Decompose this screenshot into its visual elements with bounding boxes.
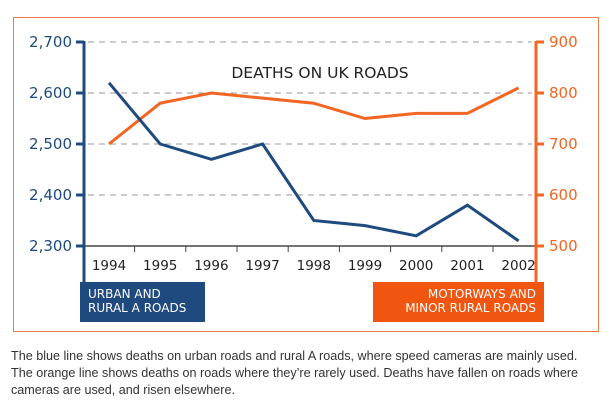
legend-motorways-minor-rural-roads: MOTORWAYS AND MINOR RURAL ROADS (373, 282, 544, 322)
right-tick-label: 600 (549, 186, 578, 204)
right-tick-label: 700 (549, 135, 578, 153)
left-tick-label: 2,300 (29, 237, 72, 255)
legend-label-line2: RURAL A ROADS (88, 301, 187, 315)
x-axis: 1994 1995 1996 1997 1998 1999 2000 2001 2002 (84, 245, 536, 274)
x-tick-label: 1995 (143, 258, 177, 274)
legend-label-line1: URBAN AND (88, 287, 161, 301)
chart-title: DEATHS ON UK ROADS (231, 64, 408, 82)
x-tick-label: 2001 (450, 258, 484, 274)
x-tick-label: 1997 (245, 258, 279, 274)
left-y-axis: 2,300 2,400 2,500 2,600 2,700 (29, 33, 86, 320)
series-line-motorways-minor-rural-roads (108, 86, 520, 146)
series-lines (107, 81, 520, 243)
left-tick-label: 2,600 (29, 84, 72, 102)
right-tick-label: 500 (549, 237, 578, 255)
right-tick-label: 800 (549, 84, 578, 102)
right-y-axis: 500 600 700 800 900 (534, 33, 578, 320)
x-tick-label: 1996 (194, 258, 228, 274)
x-tick-label: 1999 (348, 258, 382, 274)
x-tick-label: 1994 (92, 258, 126, 274)
left-tick-label: 2,500 (29, 135, 72, 153)
x-tick-label: 2000 (399, 258, 433, 274)
legend-urban-rural-a-roads: URBAN AND RURAL A ROADS (80, 282, 205, 322)
chart-caption: The blue line shows deaths on urban road… (11, 349, 579, 397)
line-chart: 1994 1995 1996 1997 1998 1999 2000 2001 2002 2,3… (29, 33, 578, 320)
x-tick-label: 2002 (501, 258, 535, 274)
x-tick-label: 1998 (297, 258, 331, 274)
right-tick-label: 900 (549, 33, 578, 51)
legend-label-line1: MOTORWAYS AND (427, 287, 536, 301)
legend-label-line2: MINOR RURAL ROADS (405, 301, 536, 315)
left-tick-label: 2,400 (29, 186, 72, 204)
gridlines (88, 41, 532, 196)
chart-frame (13, 17, 599, 332)
left-tick-label: 2,700 (29, 33, 72, 51)
series-line-urban-rural-a-roads (107, 81, 520, 243)
